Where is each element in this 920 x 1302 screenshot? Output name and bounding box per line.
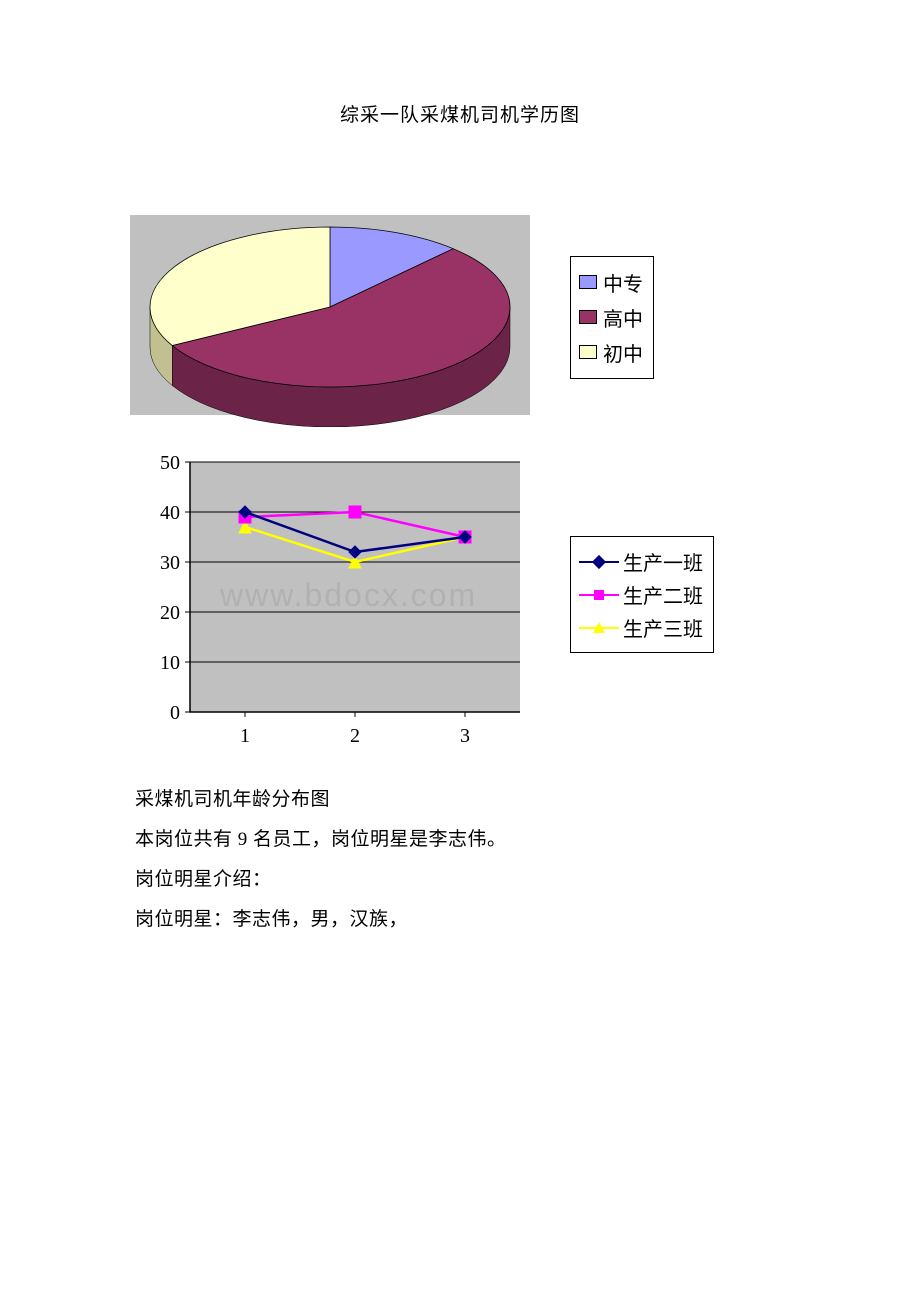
line-legend: 生产一班生产二班生产三班: [570, 536, 714, 653]
legend-label: 生产二班: [623, 580, 703, 609]
legend-swatch: [579, 275, 597, 289]
svg-text:30: 30: [160, 552, 180, 574]
text-line-3: 岗位明星介绍：: [135, 860, 800, 900]
text-line-2: 本岗位共有 9 名员工，岗位明星是李志伟。: [135, 820, 800, 860]
line-legend-item: 生产一班: [579, 545, 703, 578]
line-chart-block: 01020304050123 www.bdocx.com 生产一班生产二班生产三…: [120, 427, 800, 762]
line-chart: 0 10 20 30 40 50 1 2 3: [120, 442, 540, 762]
svg-text:2: 2: [350, 725, 360, 747]
body-text: 采煤机司机年龄分布图 本岗位共有 9 名员工，岗位明星是李志伟。 岗位明星介绍：…: [135, 780, 800, 940]
legend-line-sample: [579, 554, 619, 570]
legend-label: 生产三班: [623, 613, 703, 642]
legend-swatch: [579, 310, 597, 324]
legend-label: 高中: [603, 303, 643, 332]
svg-text:0: 0: [170, 702, 180, 724]
pie-legend-item: 中专: [579, 265, 643, 300]
pie-legend-item: 初中: [579, 335, 643, 370]
legend-label: 初中: [603, 338, 643, 367]
svg-text:40: 40: [160, 502, 180, 524]
line-legend-item: 生产三班: [579, 611, 703, 644]
legend-swatch: [579, 345, 597, 359]
svg-text:1: 1: [240, 725, 250, 747]
pie-chart: [120, 207, 540, 427]
pie-legend: 中专高中初中: [570, 256, 654, 379]
legend-label: 中专: [603, 268, 643, 297]
legend-label: 生产一班: [623, 547, 703, 576]
svg-text:10: 10: [160, 652, 180, 674]
svg-text:3: 3: [460, 725, 470, 747]
line-legend-item: 生产二班: [579, 578, 703, 611]
text-line-1: 采煤机司机年龄分布图: [135, 780, 800, 820]
svg-text:50: 50: [160, 452, 180, 474]
text-line-4: 岗位明星：李志伟，男，汉族，: [135, 900, 800, 940]
page-title: 综采一队采煤机司机学历图: [120, 100, 800, 127]
svg-text:20: 20: [160, 602, 180, 624]
legend-line-sample: [579, 587, 619, 603]
legend-line-sample: [579, 620, 619, 636]
pie-chart-block: 中专高中初中: [120, 207, 800, 427]
pie-legend-item: 高中: [579, 300, 643, 335]
